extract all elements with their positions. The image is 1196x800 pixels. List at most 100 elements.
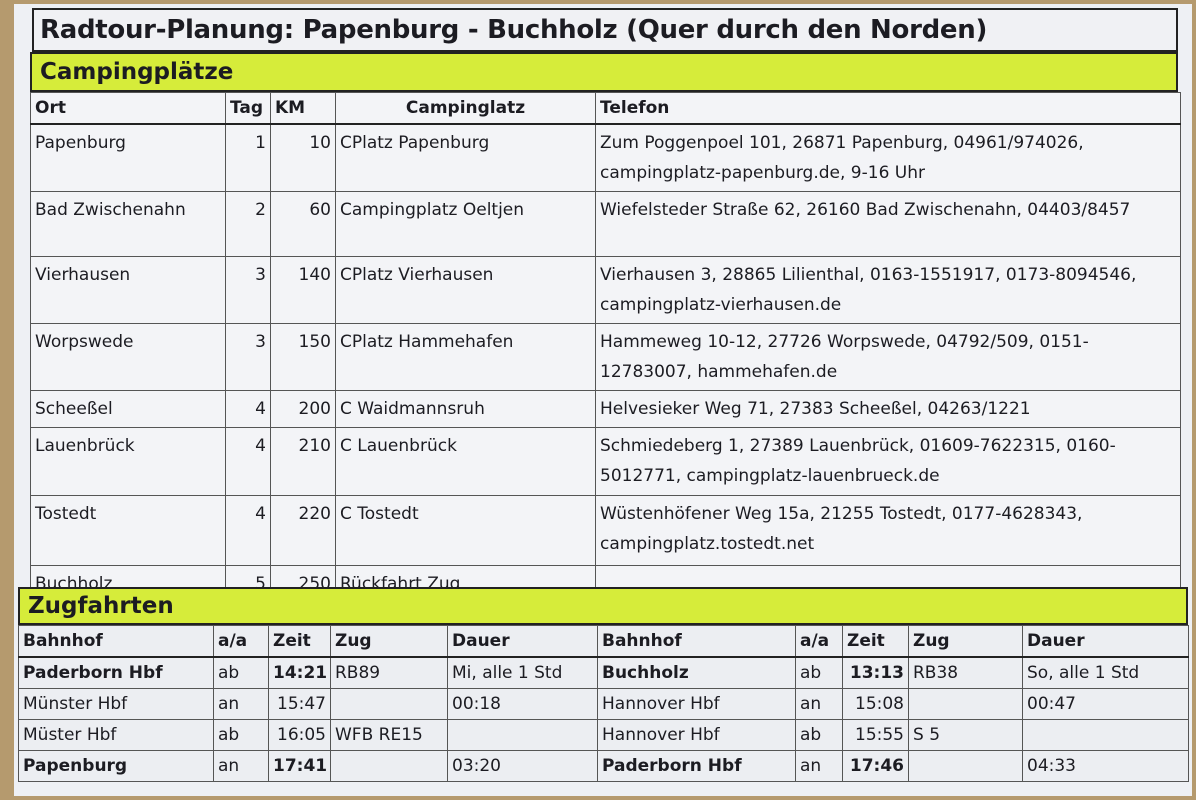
column-header-tag: Tag <box>225 92 271 125</box>
zeit-cell: 15:47 <box>268 688 331 720</box>
zug-heading: Zugfahrten <box>18 587 1188 625</box>
tag-cell: 4 <box>225 495 271 566</box>
campingplatz-cell: CPlatz Vierhausen <box>335 256 596 324</box>
train-table-return: Bahnhof a/a Zeit Zug Dauer Buchholz ab 13:13 RB3… <box>597 625 1189 782</box>
dauer-cell <box>1022 719 1189 751</box>
km-cell: 150 <box>270 323 336 391</box>
train-row: Paderborn Hbf an 17:46 04:33 <box>597 750 1189 782</box>
km-cell: 60 <box>270 191 336 257</box>
camping-row: Worpswede 3 150 CPlatz Hammehafen Hammeweg 1… <box>30 323 1181 391</box>
ort-cell: Worpswede <box>30 323 226 391</box>
ab-an-cell: ab <box>213 719 269 751</box>
dauer-cell: 03:20 <box>447 750 598 782</box>
tag-cell: 3 <box>225 323 271 391</box>
train-row: Hannover Hbf an 15:08 00:47 <box>597 688 1189 720</box>
bahnhof-cell: Buchholz <box>597 656 796 689</box>
km-cell: 210 <box>270 427 336 496</box>
column-header-dauer: Dauer <box>1022 625 1189 658</box>
train-row: Müster Hbf ab 16:05 WFB RE15 <box>18 719 598 751</box>
ab-an-cell: an <box>213 688 269 720</box>
zeit-cell: 15:08 <box>842 688 909 720</box>
campingplatz-cell: Campingplatz Oeltjen <box>335 191 596 257</box>
ab-an-cell: an <box>213 750 269 782</box>
km-cell: 200 <box>270 390 336 428</box>
km-cell: 220 <box>270 495 336 566</box>
column-header-bahnhof: Bahnhof <box>18 625 214 658</box>
ab-an-cell: ab <box>795 656 843 689</box>
bahnhof-cell: Paderborn Hbf <box>18 656 214 689</box>
bahnhof-cell: Paderborn Hbf <box>597 750 796 782</box>
train-row: Hannover Hbf ab 15:55 S 5 <box>597 719 1189 751</box>
dauer-cell <box>447 719 598 751</box>
tag-cell: 4 <box>225 390 271 428</box>
zug-cell <box>908 750 1023 782</box>
zug-cell <box>908 688 1023 720</box>
ort-cell: Papenburg <box>30 123 226 192</box>
zeit-cell: 13:13 <box>842 656 909 689</box>
camping-row: Tostedt 4 220 C Tostedt Wüstenhöfener Weg 15… <box>30 495 1181 566</box>
dauer-cell: Mi, alle 1 Std <box>447 656 598 689</box>
campingplatz-cell: C Lauenbrück <box>335 427 596 496</box>
train-table-outbound: Bahnhof a/a Zeit Zug Dauer Paderborn Hbf ab 14:… <box>18 625 598 782</box>
camping-row: Vierhausen 3 140 CPlatz Vierhausen Vierhause… <box>30 256 1181 324</box>
zeit-cell: 15:55 <box>842 719 909 751</box>
dauer-cell: 00:18 <box>447 688 598 720</box>
zug-cell <box>330 688 448 720</box>
camping-heading: Campingplätze <box>30 52 1178 92</box>
ort-cell: Tostedt <box>30 495 226 566</box>
campingplatz-cell: CPlatz Hammehafen <box>335 323 596 391</box>
ort-cell: Bad Zwischenahn <box>30 191 226 257</box>
column-header-bahnhof: Bahnhof <box>597 625 796 658</box>
km-cell: 140 <box>270 256 336 324</box>
camping-header-row: Ort Tag KM Campinglatz Telefon <box>30 92 1181 125</box>
ab-an-cell: ab <box>213 656 269 689</box>
ab-an-cell: ab <box>795 719 843 751</box>
telefon-cell: Hammeweg 10-12, 27726 Worpswede, 04792/5… <box>595 323 1181 391</box>
dauer-cell: 00:47 <box>1022 688 1189 720</box>
bahnhof-cell: Hannover Hbf <box>597 688 796 720</box>
bahnhof-cell: Müster Hbf <box>18 719 214 751</box>
campingplatz-cell: C Tostedt <box>335 495 596 566</box>
column-header-platz: Campinglatz <box>335 92 596 125</box>
bahnhof-cell: Hannover Hbf <box>597 719 796 751</box>
bahnhof-cell: Münster Hbf <box>18 688 214 720</box>
tag-cell: 4 <box>225 427 271 496</box>
zeit-cell: 17:46 <box>842 750 909 782</box>
telefon-cell: Wüstenhöfener Weg 15a, 21255 Tostedt, 01… <box>595 495 1181 566</box>
campingplatz-cell: CPlatz Papenburg <box>335 123 596 192</box>
column-header-zeit: Zeit <box>842 625 909 658</box>
telefon-cell: Schmiedeberg 1, 27389 Lauenbrück, 01609-… <box>595 427 1181 496</box>
zeit-cell: 17:41 <box>268 750 331 782</box>
camping-row: Scheeßel 4 200 C Waidmannsruh Helvesieker We… <box>30 390 1181 428</box>
column-header-zug: Zug <box>908 625 1023 658</box>
tag-cell: 2 <box>225 191 271 257</box>
ab-an-cell: an <box>795 688 843 720</box>
bahnhof-cell: Papenburg <box>18 750 214 782</box>
column-header-dauer: Dauer <box>447 625 598 658</box>
dauer-cell: So, alle 1 Std <box>1022 656 1189 689</box>
column-header-ort: Ort <box>30 92 226 125</box>
camping-row: Papenburg 1 10 CPlatz Papenburg Zum Poggenpo… <box>30 123 1181 192</box>
column-header-telefon: Telefon <box>595 92 1181 125</box>
zeit-cell: 14:21 <box>268 656 331 689</box>
telefon-cell: Wiefelsteder Straße 62, 26160 Bad Zwisch… <box>595 191 1181 257</box>
train-row: Paderborn Hbf ab 14:21 RB89 Mi, alle 1 Std <box>18 656 598 689</box>
tag-cell: 3 <box>225 256 271 324</box>
zeit-cell: 16:05 <box>268 719 331 751</box>
page-title: Radtour-Planung: Papenburg - Buchholz (Q… <box>32 8 1178 52</box>
column-header-aa: a/a <box>213 625 269 658</box>
camping-row: Bad Zwischenahn 2 60 Campingplatz Oeltjen Wi… <box>30 191 1181 257</box>
ab-an-cell: an <box>795 750 843 782</box>
dauer-cell: 04:33 <box>1022 750 1189 782</box>
camping-row: Lauenbrück 4 210 C Lauenbrück Schmiedeberg 1… <box>30 427 1181 496</box>
tag-cell: 1 <box>225 123 271 192</box>
ort-cell: Vierhausen <box>30 256 226 324</box>
zug-cell: RB38 <box>908 656 1023 689</box>
train-header-row: Bahnhof a/a Zeit Zug Dauer <box>18 625 598 658</box>
train-row: Papenburg an 17:41 03:20 <box>18 750 598 782</box>
column-header-zeit: Zeit <box>268 625 331 658</box>
column-header-zug: Zug <box>330 625 448 658</box>
telefon-cell: Zum Poggenpoel 101, 26871 Papenburg, 049… <box>595 123 1181 192</box>
campingplatz-cell: C Waidmannsruh <box>335 390 596 428</box>
zug-cell <box>330 750 448 782</box>
